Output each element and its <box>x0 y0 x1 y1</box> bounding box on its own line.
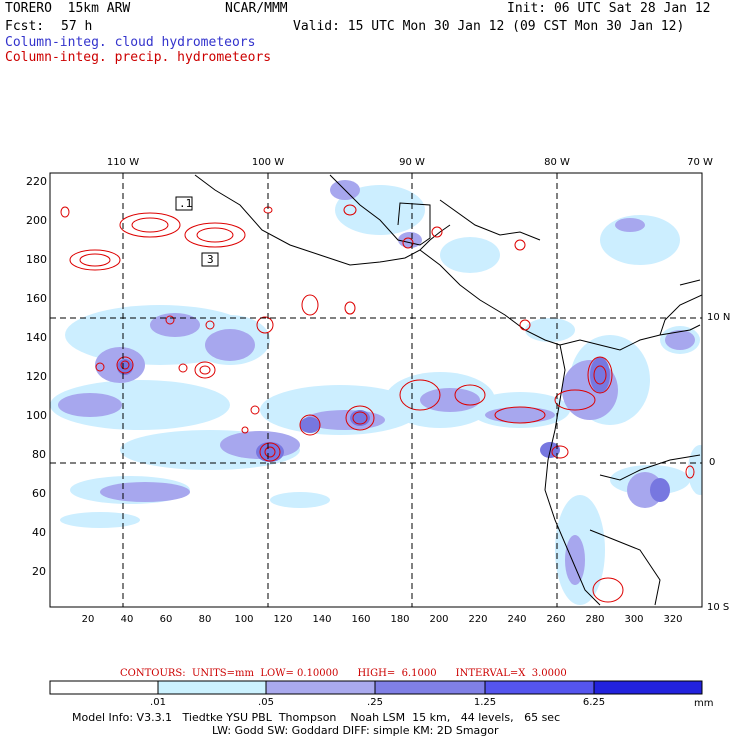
contour-label-box <box>201 252 219 267</box>
colorbar-bin <box>374 680 486 695</box>
lon-label: 80 W <box>544 157 570 168</box>
model-info: Model Info: V3.3.1 Tiedtke YSU PBL Thomp… <box>72 711 561 724</box>
y-tick: 220 <box>26 175 47 188</box>
y-tick: 160 <box>26 292 47 305</box>
graticule <box>50 173 702 607</box>
forecast-hour: 57 h <box>61 19 93 34</box>
x-tick: 20 <box>81 614 95 625</box>
forecast-label: Fcst: <box>5 19 45 34</box>
colorbar-bin <box>49 680 159 695</box>
colorbar-bin <box>593 680 703 695</box>
legend-cloud: Column-integ. cloud hydrometeors <box>5 35 256 50</box>
y-tick: 60 <box>32 487 46 500</box>
colorbar-unit: mm <box>694 698 714 709</box>
lat-label: 0 <box>709 457 716 468</box>
x-tick: 160 <box>351 614 371 625</box>
y-tick: 200 <box>26 214 47 227</box>
y-tick: 180 <box>26 253 47 266</box>
colorbar-label: 1.25 <box>473 697 497 708</box>
contour-label: .1 <box>179 197 193 210</box>
lat-label: 10 N <box>707 312 731 323</box>
x-tick: 140 <box>312 614 332 625</box>
y-tick: 140 <box>26 331 47 344</box>
x-tick: 320 <box>663 614 683 625</box>
coastlines <box>194 174 702 606</box>
precip-contours <box>60 204 695 603</box>
contour-label: 3 <box>207 253 214 266</box>
x-tick: 220 <box>468 614 488 625</box>
lon-label: 70 W <box>687 157 713 168</box>
x-tick: 300 <box>624 614 644 625</box>
lon-label: 90 W <box>399 157 425 168</box>
colorbar-label: .25 <box>367 697 383 708</box>
y-tick: 20 <box>32 565 46 578</box>
contour-label-box <box>175 196 193 211</box>
lon-label: 110 W <box>106 157 140 168</box>
colorbar-label: .01 <box>150 697 166 708</box>
model-physics: LW: Godd SW: Goddard DIFF: simple KM: 2D… <box>212 724 499 737</box>
x-tick: 200 <box>429 614 449 625</box>
colorbar <box>49 680 703 695</box>
colorbar-bin <box>265 680 376 695</box>
y-tick: 80 <box>32 448 46 461</box>
center-label: NCAR/MMM <box>225 1 288 16</box>
colorbar-bin <box>157 680 267 695</box>
lon-label: 100 W <box>251 157 285 168</box>
legend-precip: Column-integ. precip. hydrometeors <box>5 50 272 65</box>
y-tick: 40 <box>32 526 46 539</box>
x-tick: 240 <box>507 614 527 625</box>
x-tick: 40 <box>120 614 134 625</box>
lat-label: 10 S <box>707 602 730 613</box>
x-tick: 280 <box>585 614 605 625</box>
valid-time: Valid: 15 UTC Mon 30 Jan 12 (09 CST Mon … <box>293 19 685 34</box>
model-title: TORERO 15km ARW <box>5 1 131 16</box>
x-tick: 260 <box>546 614 566 625</box>
x-tick: 60 <box>159 614 173 625</box>
map-frame <box>49 172 703 608</box>
colorbar-label: .05 <box>258 697 274 708</box>
x-tick: 120 <box>273 614 293 625</box>
contour-info: CONTOURS: UNITS=mm LOW= 0.10000 HIGH= 6.… <box>120 668 567 679</box>
x-tick: 180 <box>390 614 410 625</box>
x-tick: 80 <box>198 614 212 625</box>
init-time: Init: 06 UTC Sat 28 Jan 12 <box>507 1 711 16</box>
x-tick: 100 <box>234 614 254 625</box>
colorbar-label: 6.25 <box>582 697 606 708</box>
y-tick: 100 <box>26 409 47 422</box>
colorbar-bin <box>484 680 595 695</box>
y-tick: 120 <box>26 370 47 383</box>
